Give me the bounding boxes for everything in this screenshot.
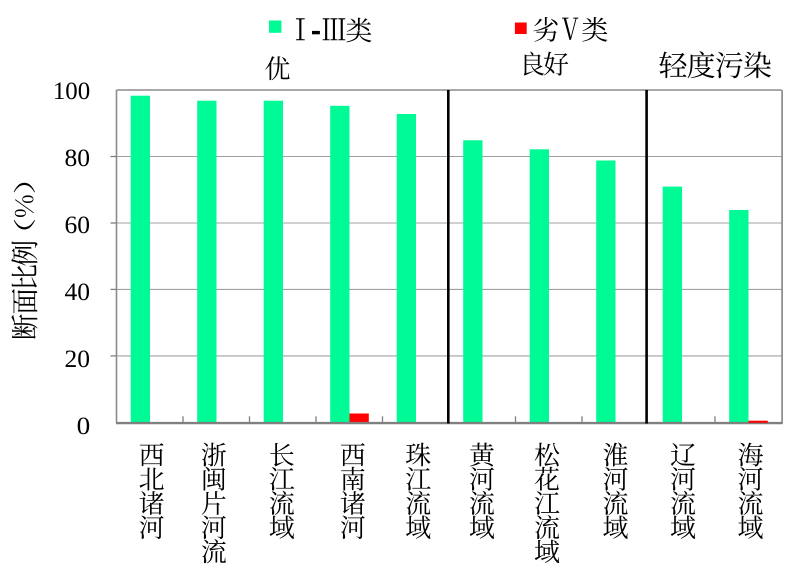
svg-text:0: 0 [77,411,91,440]
svg-text:20: 20 [65,344,91,373]
svg-text:100: 100 [53,76,90,105]
svg-text:80: 80 [65,143,91,172]
svg-text:40: 40 [65,277,91,306]
svg-text:60: 60 [65,210,91,239]
